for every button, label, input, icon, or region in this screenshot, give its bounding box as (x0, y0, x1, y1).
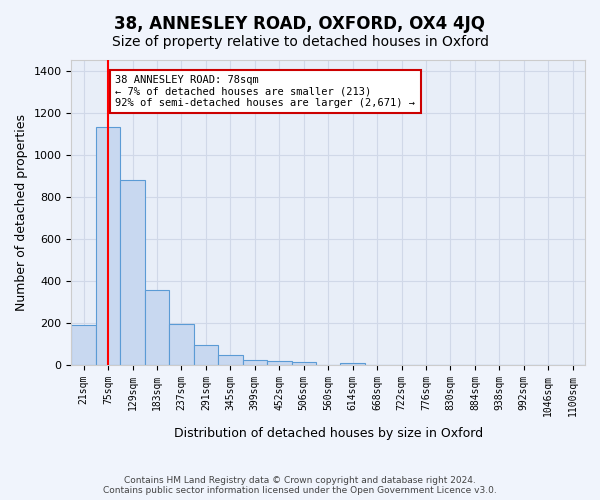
Bar (169, 324, 194, 365)
Text: Size of property relative to detached houses in Oxford: Size of property relative to detached ho… (112, 35, 488, 49)
X-axis label: Distribution of detached houses by size in Oxford: Distribution of detached houses by size … (173, 427, 483, 440)
Text: Contains HM Land Registry data © Crown copyright and database right 2024.
Contai: Contains HM Land Registry data © Crown c… (103, 476, 497, 495)
Bar (292, 362, 316, 365)
Bar (218, 354, 242, 365)
Text: 38, ANNESLEY ROAD, OXFORD, OX4 4JQ: 38, ANNESLEY ROAD, OXFORD, OX4 4JQ (115, 15, 485, 33)
Bar (96, 128, 121, 365)
Bar (340, 363, 365, 365)
Bar (242, 360, 267, 365)
Text: 38 ANNESLEY ROAD: 78sqm
← 7% of detached houses are smaller (213)
92% of semi-de: 38 ANNESLEY ROAD: 78sqm ← 7% of detached… (115, 74, 415, 108)
Bar (145, 290, 169, 365)
Bar (121, 180, 145, 365)
Bar (194, 345, 218, 365)
Bar (71, 325, 96, 365)
Bar (267, 361, 292, 365)
Y-axis label: Number of detached properties: Number of detached properties (15, 114, 28, 311)
